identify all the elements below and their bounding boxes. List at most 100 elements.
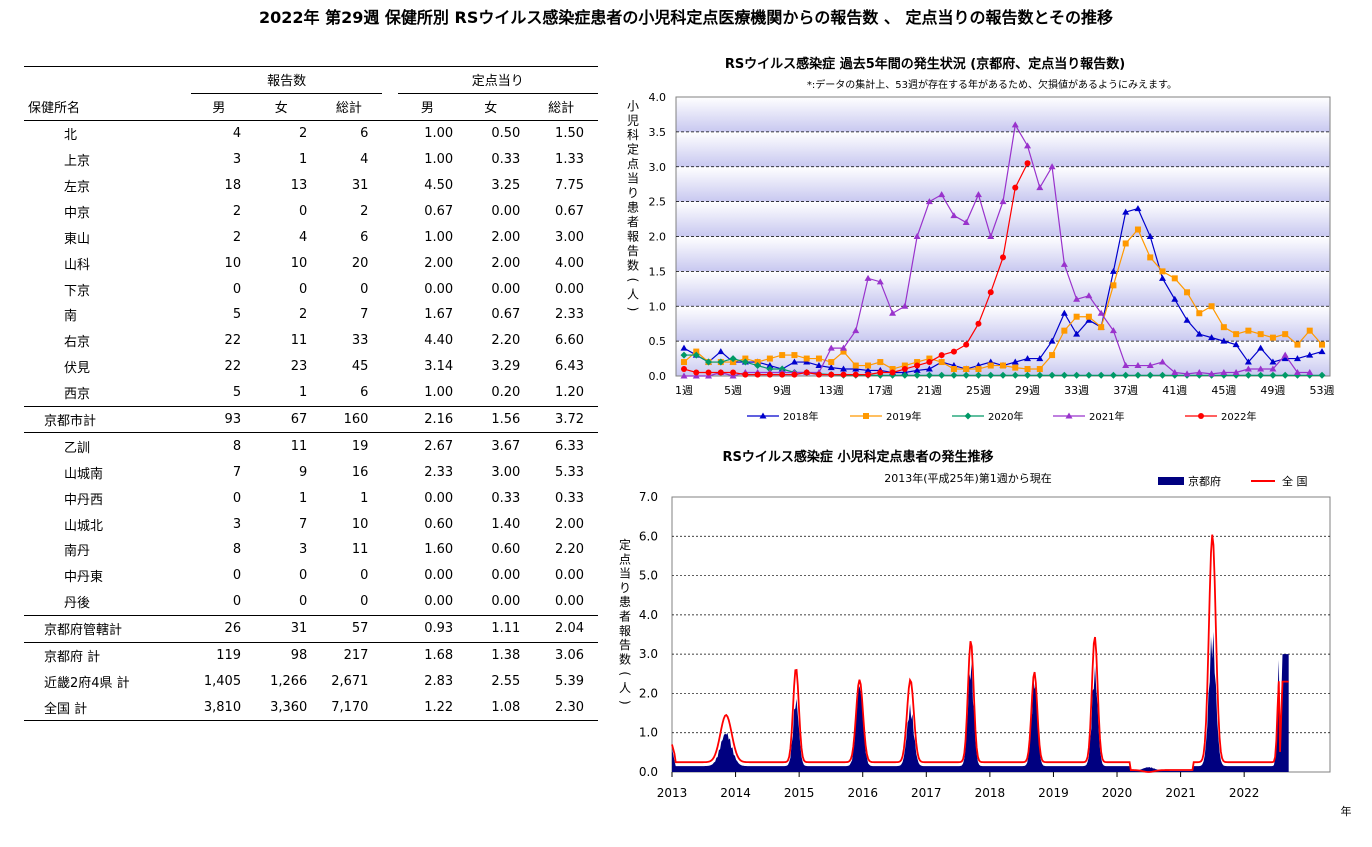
- table-row: 下京 0 0 0 0.00 0.00 0.00: [24, 276, 598, 302]
- group-header-per-point: 定点当り: [397, 66, 598, 94]
- y-tick-label: 0.0: [649, 370, 667, 383]
- chart1-subtitle: *:データの集計上、53週が存在する年があるため、欠損値があるようにみえます。: [807, 78, 1177, 91]
- legend-entry: 2020年: [952, 410, 1023, 423]
- data-point: [1220, 324, 1227, 331]
- row-cell: 98: [247, 641, 316, 669]
- legend-label: 2018年: [783, 410, 818, 423]
- data-point: [1097, 309, 1105, 316]
- x-tick-label: 53週: [1310, 384, 1335, 397]
- row-cell: 0.33: [491, 152, 521, 168]
- data-point: [1122, 371, 1130, 379]
- row-cell: 4: [360, 152, 369, 168]
- col-header: 男: [190, 93, 248, 121]
- data-point: [1318, 348, 1326, 355]
- data-point: [779, 371, 786, 378]
- data-point: [1085, 313, 1092, 320]
- x-tick-label: 2016: [847, 786, 878, 800]
- data-point: [938, 371, 946, 379]
- data-point: [852, 371, 859, 378]
- row-cell: 7,170: [315, 694, 383, 722]
- y-tick-label: 1.0: [639, 726, 658, 740]
- data-point: [705, 358, 713, 366]
- x-tick-label: 2020: [1102, 786, 1133, 800]
- row-cell: 11: [290, 333, 308, 349]
- data-point: [1269, 371, 1277, 379]
- data-point: [1061, 327, 1068, 334]
- data-point: [901, 302, 909, 309]
- data-point: [1220, 369, 1228, 376]
- y-tick-label: 0.0: [639, 765, 658, 779]
- data-point: [1098, 324, 1105, 331]
- row-cell: 3.72: [524, 405, 598, 433]
- data-point: [1024, 355, 1032, 362]
- row-cell: 1.00: [424, 152, 454, 168]
- data-point: [692, 351, 700, 359]
- data-point: [889, 366, 896, 373]
- data-point: [717, 348, 725, 355]
- row-cell: 0: [232, 490, 242, 506]
- row-cell: 0.00: [424, 594, 454, 610]
- row-cell: 2.20: [555, 542, 584, 558]
- ylabel-char: 数: [619, 651, 631, 666]
- row-cell: 0.20: [491, 385, 521, 401]
- row-cell: 0: [299, 568, 308, 584]
- data-point: [1073, 330, 1081, 337]
- data-point: [828, 371, 835, 378]
- ylabel-char: 科: [627, 128, 639, 142]
- row-cell: 5: [232, 307, 242, 323]
- x-tick-label: 9週: [773, 384, 791, 397]
- data-point: [1109, 371, 1117, 379]
- row-cell: 2.16: [397, 405, 458, 433]
- data-point: [759, 412, 767, 419]
- table-row: 上京 3 1 4 1.00 0.33 1.33: [24, 147, 598, 173]
- data-point: [1281, 371, 1289, 379]
- data-point: [913, 233, 921, 239]
- data-point: [865, 371, 872, 378]
- data-point: [1011, 358, 1019, 365]
- row-cell: 7: [232, 464, 242, 480]
- row-cell: 6.33: [524, 432, 598, 460]
- data-point: [1195, 330, 1203, 337]
- row-name: 伏見: [64, 361, 91, 377]
- row-cell: 119: [190, 641, 248, 669]
- table-row: 近畿2府4県 計 1,405 1,266 2,671 2.83 2.55 5.39: [24, 668, 598, 694]
- legend-label: 2020年: [988, 410, 1023, 423]
- data-point: [1208, 334, 1216, 341]
- legend-label: 2022年: [1221, 410, 1256, 423]
- data-point: [1146, 362, 1154, 369]
- legend-label: 全 国: [1282, 474, 1308, 488]
- data-point: [681, 366, 687, 373]
- row-cell: 7.75: [555, 178, 584, 193]
- row-cell: 2.55: [491, 673, 521, 689]
- row-cell: 0.33: [491, 490, 521, 506]
- data-point: [1257, 344, 1265, 351]
- data-point: [914, 362, 921, 369]
- table-row: 南丹 8 3 11 1.60 0.60 2.20: [24, 537, 598, 563]
- data-point: [741, 358, 749, 366]
- data-point: [1073, 295, 1081, 302]
- x-tick-label: 25週: [966, 384, 991, 397]
- table-row: 左京 18 13 31 4.50 3.25 7.75: [24, 173, 598, 199]
- row-cell: 0: [360, 281, 369, 297]
- y-tick-label: 0.5: [649, 335, 667, 348]
- row-cell: 0.00: [491, 594, 521, 610]
- row-cell: 3.00: [555, 229, 584, 245]
- data-point: [1097, 371, 1105, 379]
- ylabel-char: 報: [619, 624, 631, 638]
- data-point: [864, 274, 872, 281]
- legend-entry: 京都府: [1158, 474, 1221, 488]
- row-cell: 3.14: [424, 359, 454, 375]
- x-tick-label: 2013: [657, 786, 688, 800]
- data-point: [1208, 303, 1215, 310]
- data-point: [1171, 275, 1178, 282]
- data-point: [1281, 351, 1289, 358]
- row-cell: 6: [360, 126, 369, 142]
- row-cell: 2.33: [424, 464, 454, 480]
- table-row: 中京 2 0 2 0.67 0.00 0.67: [24, 198, 598, 224]
- row-cell: 2: [299, 307, 308, 323]
- data-point: [938, 352, 945, 359]
- legend-entry: 2019年: [850, 410, 921, 423]
- data-point: [1269, 358, 1277, 365]
